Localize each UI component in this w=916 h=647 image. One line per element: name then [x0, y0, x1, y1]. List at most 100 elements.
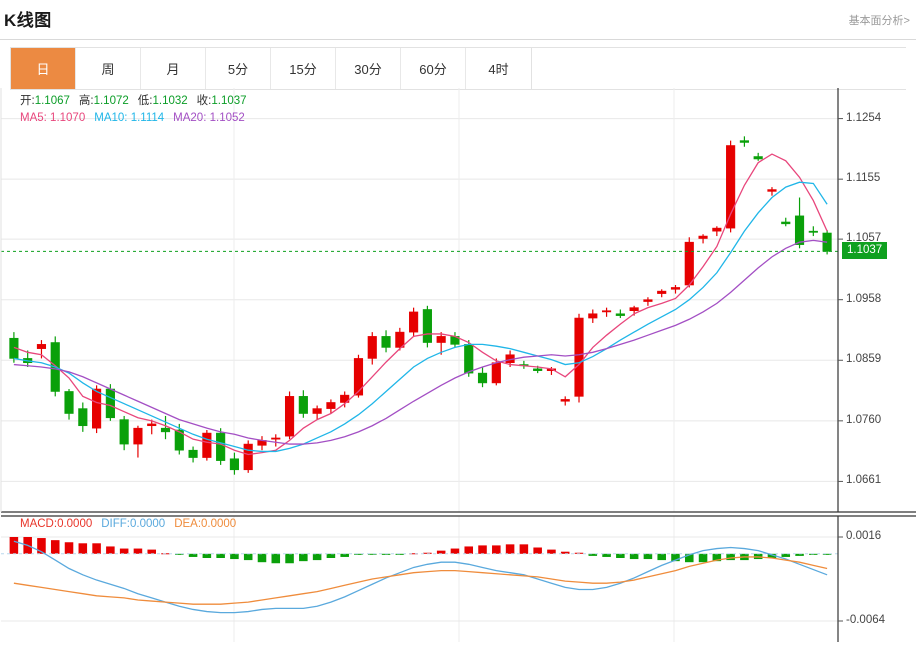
- macd-histogram-bar: [822, 553, 832, 555]
- candle-body: [726, 145, 736, 229]
- candle-body: [643, 299, 653, 302]
- candle-body: [629, 307, 639, 312]
- macd-histogram-bar: [767, 553, 777, 558]
- kline-svg: [0, 88, 916, 642]
- tab-60min[interactable]: 60分: [401, 48, 466, 89]
- macd-histogram-bar: [78, 543, 88, 554]
- macd-histogram-bar: [657, 553, 666, 561]
- macd-histogram-bar: [423, 552, 432, 554]
- candle-body: [133, 427, 143, 445]
- macd-histogram-bar: [395, 553, 405, 555]
- macd-histogram-bar: [92, 543, 101, 554]
- macd-histogram-bar: [64, 542, 74, 554]
- candle-body: [188, 449, 198, 458]
- candle-body: [794, 215, 805, 245]
- tab-30min[interactable]: 30分: [336, 48, 401, 89]
- macd-histogram-bar: [409, 553, 418, 555]
- macd-histogram-bar: [381, 553, 391, 555]
- macd-histogram-bar: [629, 553, 639, 560]
- candle-body: [698, 235, 708, 239]
- macd-histogram-bar: [492, 545, 501, 554]
- macd-histogram-bar: [685, 553, 694, 563]
- macd-histogram-bar: [450, 548, 460, 554]
- candle-body: [229, 458, 239, 471]
- candle-body: [464, 344, 474, 374]
- macd-histogram-bar: [243, 553, 253, 561]
- macd-histogram-bar: [9, 537, 19, 554]
- tab-4hour[interactable]: 4时: [466, 48, 531, 89]
- macd-histogram-bar: [478, 545, 487, 554]
- macd-histogram-bar: [202, 553, 212, 558]
- page-header: K线图 基本面分析>: [0, 0, 916, 40]
- macd-histogram-bar: [312, 553, 322, 561]
- candle-body: [574, 317, 584, 397]
- candle-body: [160, 427, 171, 433]
- macd-histogram-bar: [340, 553, 349, 557]
- tab-month[interactable]: 月: [141, 48, 206, 89]
- candle-body: [491, 362, 501, 384]
- macd-histogram-bar: [588, 553, 598, 556]
- candle-body: [64, 391, 74, 414]
- candle-body: [326, 402, 336, 409]
- tab-5min[interactable]: 5分: [206, 48, 271, 89]
- macd-histogram-bar: [50, 540, 60, 554]
- candle-body: [781, 221, 791, 225]
- candle-body: [92, 388, 102, 429]
- candle-body: [422, 309, 432, 343]
- ma5-line: [13, 153, 828, 456]
- candle-body: [739, 140, 749, 143]
- macd-histogram-bar: [133, 548, 143, 554]
- candle-body: [767, 189, 777, 192]
- macd-histogram-bar: [712, 553, 722, 562]
- macd-histogram-bar: [119, 548, 129, 554]
- candle-body: [657, 290, 667, 294]
- candle-body: [684, 241, 694, 286]
- tab-15min[interactable]: 15分: [271, 48, 336, 89]
- candle-body: [340, 394, 350, 403]
- macd-histogram-bar: [464, 546, 474, 554]
- candle-body: [105, 388, 115, 419]
- macd-histogram-bar: [671, 553, 680, 562]
- macd-histogram-bar: [643, 553, 653, 560]
- macd-histogram-bar: [533, 547, 542, 554]
- candle-body: [808, 230, 818, 233]
- tab-week[interactable]: 周: [76, 48, 141, 89]
- macd-histogram-bar: [285, 553, 294, 564]
- macd-histogram-bar: [781, 553, 791, 557]
- candle-body: [367, 336, 377, 359]
- candle-body: [436, 336, 446, 343]
- candle-body: [602, 310, 612, 313]
- candle-body: [395, 331, 405, 348]
- macd-histogram-bar: [230, 553, 239, 560]
- candle-body: [670, 287, 681, 290]
- diff-line: [13, 540, 828, 614]
- candle-body: [409, 311, 419, 333]
- macd-histogram-bar: [602, 553, 611, 557]
- ma20-line: [13, 239, 828, 445]
- macd-histogram-bar: [436, 550, 446, 554]
- page-title: K线图: [4, 11, 52, 30]
- macd-histogram-bar: [616, 553, 625, 558]
- macd-histogram-bar: [175, 553, 184, 555]
- candle-body: [381, 336, 391, 348]
- kline-chart-area[interactable]: [0, 88, 916, 647]
- macd-histogram-bar: [505, 544, 515, 554]
- fundamental-analysis-link[interactable]: 基本面分析>: [848, 15, 910, 27]
- candle-body: [353, 358, 364, 396]
- macd-histogram-bar: [519, 544, 529, 554]
- candle-body: [560, 399, 570, 402]
- macd-histogram-bar: [726, 553, 735, 561]
- candle-body: [36, 344, 47, 349]
- candle-body: [271, 437, 281, 440]
- macd-histogram-bar: [547, 549, 556, 554]
- macd-histogram-bar: [106, 546, 115, 554]
- candle-body: [312, 408, 322, 414]
- candle-body: [78, 408, 88, 427]
- candle-body: [147, 423, 157, 427]
- candle-body: [216, 432, 226, 461]
- tab-day[interactable]: 日: [11, 48, 76, 89]
- macd-histogram-bar: [367, 553, 377, 555]
- candle-body: [477, 372, 488, 384]
- candle-body: [284, 396, 295, 437]
- macd-histogram-bar: [257, 553, 267, 563]
